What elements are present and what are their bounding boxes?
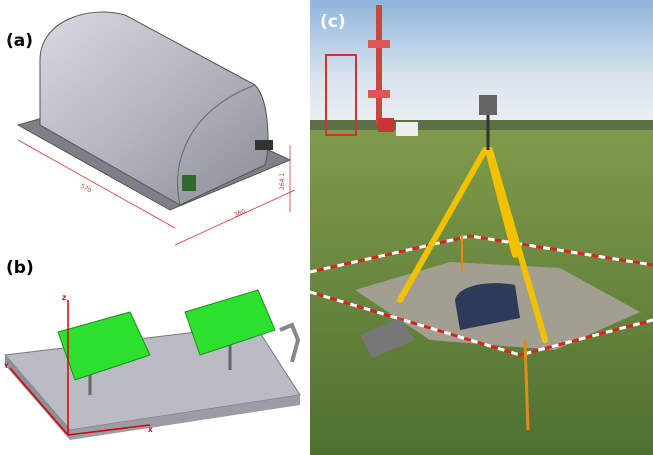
panel-label: (c) xyxy=(320,12,346,32)
tripod xyxy=(397,147,548,343)
panel-a: (a) 570 380 264.1 xyxy=(6,11,296,246)
dimension-label: 380 xyxy=(233,208,246,219)
solar-panel xyxy=(57,311,151,381)
axes xyxy=(9,300,151,436)
stone xyxy=(360,318,415,358)
connector xyxy=(182,175,196,191)
handle xyxy=(279,322,301,363)
panel-c: (c) xyxy=(309,0,653,455)
plate-side xyxy=(70,395,300,440)
panel-label: (b) xyxy=(6,258,34,278)
dimension-label: 264.1 xyxy=(279,173,286,190)
tower xyxy=(325,5,418,136)
instrument-box xyxy=(455,283,520,330)
panel-label: (a) xyxy=(6,31,33,51)
housing-edge xyxy=(177,84,256,206)
dimension-lines xyxy=(17,139,296,246)
axis-label: Z xyxy=(62,295,67,302)
axis-label: X xyxy=(148,427,153,434)
axis-label: Y xyxy=(3,363,9,370)
dimension-label: 570 xyxy=(79,183,93,195)
tape xyxy=(309,234,653,357)
housing xyxy=(39,11,269,206)
sensor-head xyxy=(479,95,497,115)
stake xyxy=(523,339,530,431)
connector xyxy=(255,140,273,150)
tape xyxy=(309,234,653,357)
solar-panel xyxy=(184,289,276,356)
panel-b: (b) Z Y X xyxy=(3,258,301,440)
